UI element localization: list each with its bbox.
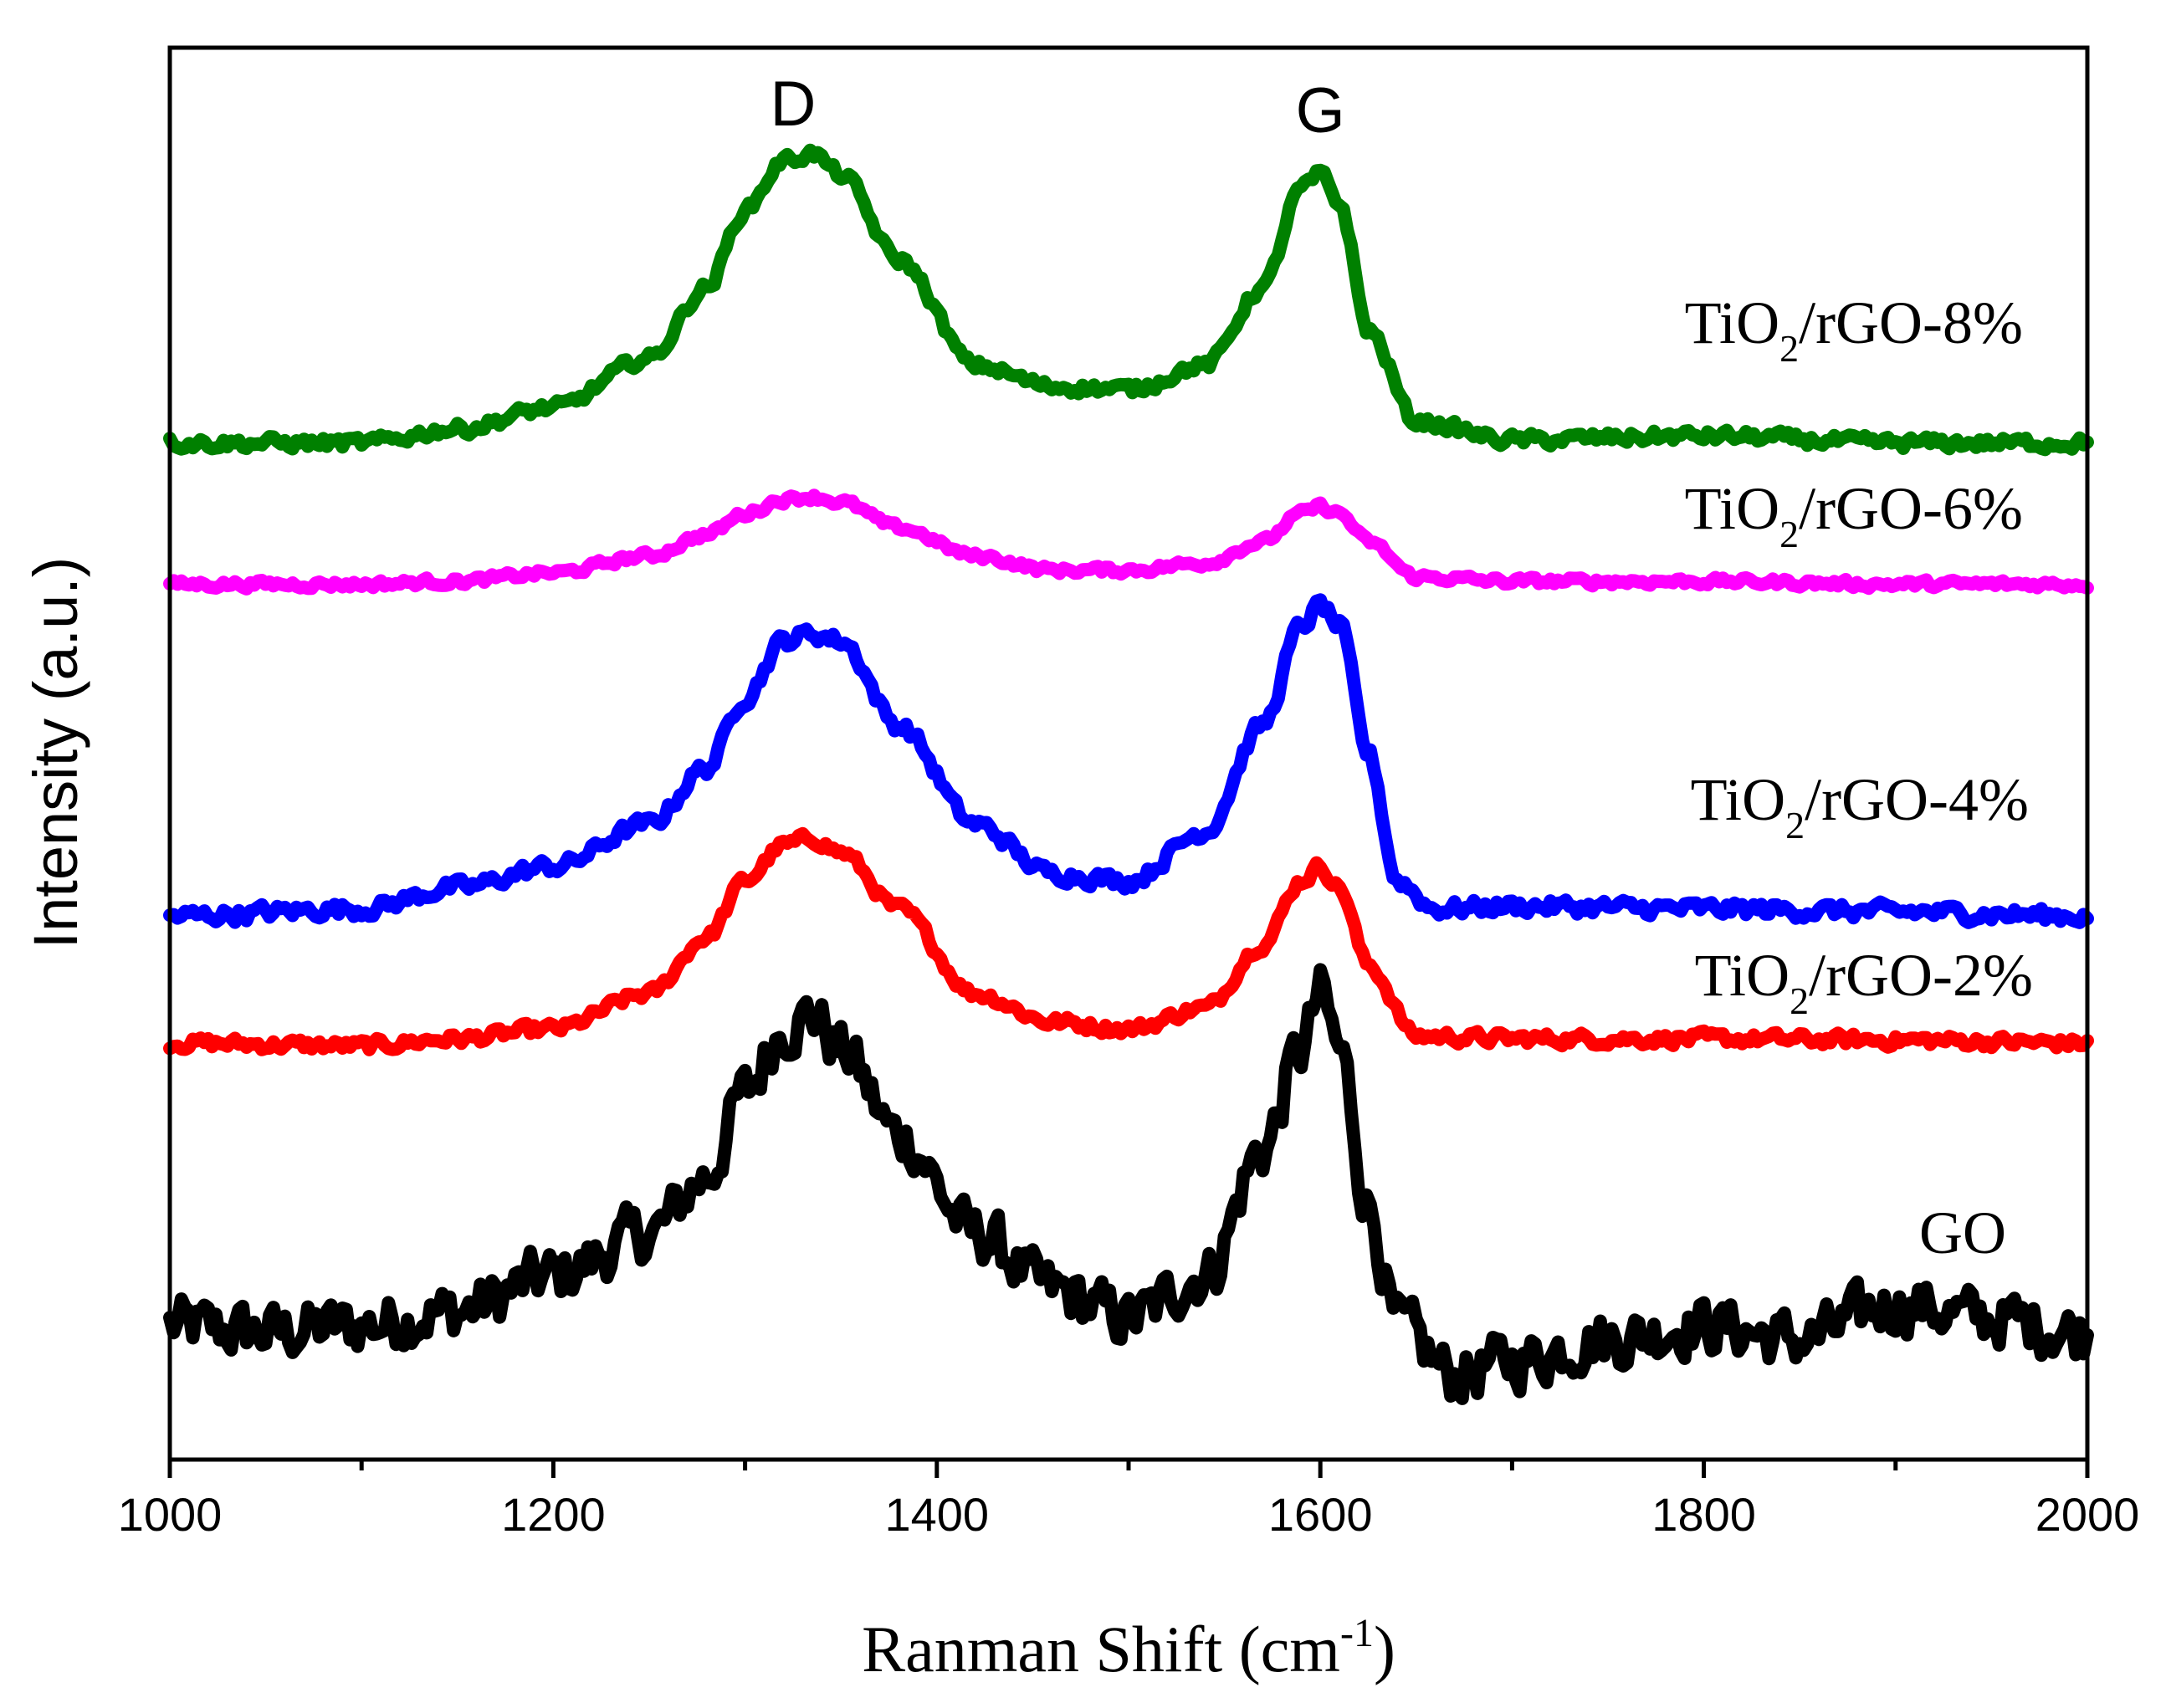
plot-frame [167, 45, 2090, 1462]
x-tick-label-1800: 1800 [1651, 1488, 1756, 1541]
x-tick-label-1200: 1200 [501, 1488, 606, 1541]
series-line-1 [163, 963, 2094, 1405]
series-label-4: TiO2/rGO-6% [1685, 475, 2023, 555]
series-label-5: TiO2/rGO-8% [1685, 289, 2023, 370]
x-axis-ticks: 1000 1200 1400 1600 1800 2000 [118, 1460, 2140, 1541]
x-tick-label-1400: 1400 [885, 1488, 990, 1541]
x-tick-label-1600: 1600 [1268, 1488, 1373, 1541]
labels-layer: D G GO TiO2/rGO-2% TiO2/rGO-4% TiO2/rGO-6% TiO… [770, 69, 2033, 1266]
x-tick-label-2000: 2000 [2035, 1488, 2140, 1541]
peak-label-d: D [770, 69, 816, 140]
series-line-3 [163, 593, 2094, 929]
series-label-3: TiO2/rGO-4% [1691, 766, 2029, 846]
series-label-1: GO [1919, 1199, 2006, 1266]
x-axis-title: Ranman Shift (cm-1) [862, 1611, 1395, 1685]
y-axis-title: Intensity (a.u.) [21, 557, 90, 949]
series-line-5 [163, 143, 2094, 457]
series-layer [163, 143, 2094, 1405]
peak-label-g: G [1296, 75, 1345, 146]
series-line-4 [163, 488, 2094, 596]
series-line-2 [163, 826, 2094, 1056]
series-label-2: TiO2/rGO-2% [1695, 942, 2033, 1022]
x-tick-label-1000: 1000 [118, 1488, 223, 1541]
